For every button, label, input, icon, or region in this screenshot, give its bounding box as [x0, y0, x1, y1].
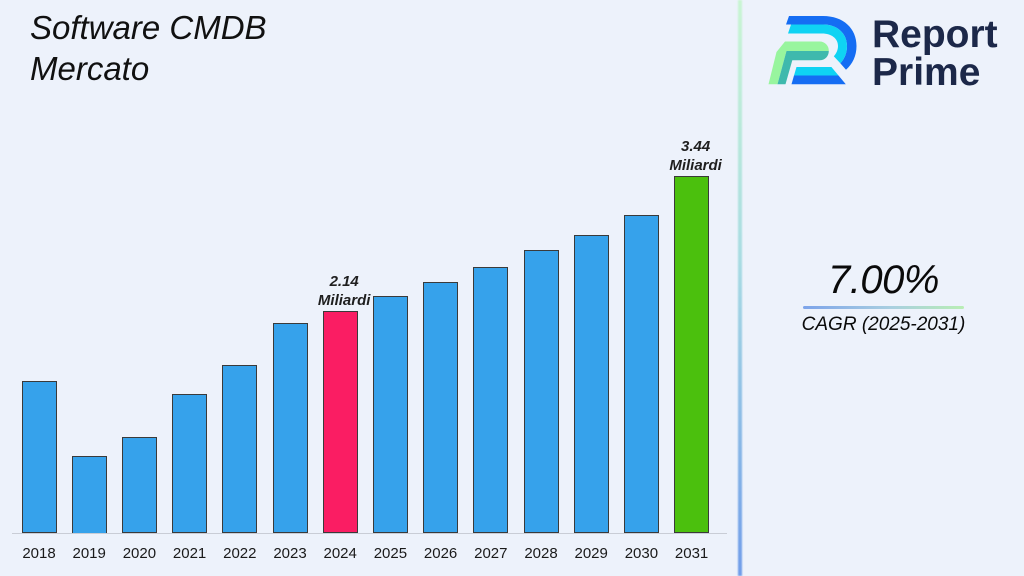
bar-value-label-2024: 2.14 Miliardi [317, 273, 371, 309]
x-tick-label-2027: 2027 [474, 544, 508, 562]
bar-2020 [121, 436, 157, 534]
brand-name-line1: Report [872, 13, 998, 56]
chart-title-line1: Software CMDB [30, 9, 267, 46]
bar-2024 [322, 310, 358, 534]
bar-2029 [573, 235, 609, 534]
x-tick-label-2023: 2023 [273, 544, 307, 562]
bar-2027 [473, 267, 509, 534]
x-tick-label-2028: 2028 [524, 544, 558, 562]
x-tick-label-2019: 2019 [72, 544, 106, 562]
brand-name: Report Prime [872, 13, 998, 94]
bar-2019 [71, 455, 107, 534]
bar-2018 [21, 380, 57, 534]
brand-name-line2: Prime [872, 51, 981, 94]
x-tick-label-2025: 2025 [373, 544, 408, 562]
panel-divider [737, 0, 742, 576]
bar-2030 [623, 215, 659, 534]
bar-2026 [423, 281, 459, 534]
x-tick-label-2021: 2021 [172, 544, 207, 562]
chart-title: Software CMDB Mercato [30, 7, 267, 89]
x-tick-label-2022: 2022 [223, 544, 257, 562]
x-tick-label-2020: 2020 [122, 544, 157, 562]
report-prime-logo-icon [768, 16, 857, 85]
cagr-label: CAGR (2025-2031) [801, 314, 966, 335]
bar-2021 [172, 394, 208, 534]
x-tick-label-2031: 2031 [674, 544, 709, 562]
bar-2031 [674, 175, 710, 534]
bar-chart: 2018 2019 2020 2021 2022 2023 2024 2.14 Miliardi… [21, 138, 722, 562]
cagr-stat: 7.00% CAGR (2025-2031) [773, 258, 994, 336]
cagr-value: 7.00% [828, 258, 939, 302]
x-axis-line [12, 533, 727, 535]
bar-2023 [272, 323, 308, 534]
x-tick-label-2029: 2029 [574, 544, 608, 562]
bar-value-label-2031: 3.44 Miliardi [669, 138, 722, 174]
x-tick-label-2030: 2030 [624, 544, 659, 562]
bar-2022 [222, 365, 258, 534]
x-tick-label-2018: 2018 [22, 544, 56, 562]
bar-2025 [372, 296, 408, 534]
x-tick-label-2026: 2026 [423, 544, 458, 562]
cagr-underline [803, 306, 964, 309]
chart-title-line2: Mercato [30, 50, 150, 87]
x-tick-label-2024: 2024 [323, 544, 357, 562]
bar-2028 [523, 249, 559, 534]
